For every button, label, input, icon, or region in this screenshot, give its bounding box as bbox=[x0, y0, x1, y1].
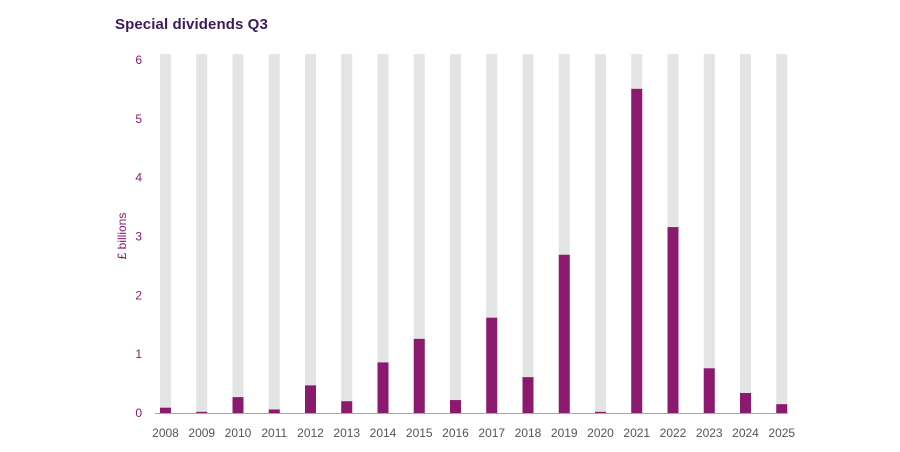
background-bar bbox=[740, 54, 751, 413]
x-tick-label: 2015 bbox=[406, 426, 433, 440]
bar-2009 bbox=[196, 411, 208, 413]
background-bar bbox=[595, 54, 606, 413]
chart-title: Special dividends Q3 bbox=[115, 16, 268, 33]
bar-2015 bbox=[413, 338, 425, 413]
bar-2012 bbox=[305, 385, 316, 413]
bar-2017 bbox=[486, 317, 498, 413]
x-tick-label: 2025 bbox=[768, 426, 795, 440]
bar-2021 bbox=[631, 88, 643, 413]
x-tick-label: 2018 bbox=[515, 426, 542, 440]
background-bar bbox=[450, 54, 461, 413]
bar-2018 bbox=[522, 377, 534, 413]
bar-2014 bbox=[377, 362, 389, 413]
background-bar bbox=[776, 54, 788, 413]
background-bar bbox=[703, 54, 715, 413]
y-tick-label: 3 bbox=[135, 230, 142, 244]
x-tick-label: 2022 bbox=[660, 426, 687, 440]
background-bar bbox=[232, 54, 244, 413]
bar-2022 bbox=[667, 227, 679, 413]
data-bars bbox=[160, 88, 788, 413]
background-bars bbox=[160, 54, 788, 413]
y-tick-label: 2 bbox=[135, 288, 142, 302]
x-axis-ticks: 2008 2009 2010 2011 2012 2013 2014 2015 2016 2017… bbox=[152, 426, 795, 440]
y-axis-label: £ billions bbox=[115, 213, 129, 260]
background-bar bbox=[160, 54, 171, 413]
background-bar bbox=[486, 54, 498, 413]
x-tick-label: 2014 bbox=[370, 426, 397, 440]
bar-2025 bbox=[776, 404, 788, 413]
y-tick-label: 4 bbox=[135, 171, 142, 185]
background-bar bbox=[377, 54, 389, 413]
x-tick-label: 2023 bbox=[696, 426, 723, 440]
bar-2011 bbox=[268, 409, 280, 413]
bar-2023 bbox=[703, 368, 715, 413]
x-tick-label: 2013 bbox=[333, 426, 360, 440]
y-tick-label: 1 bbox=[135, 347, 142, 361]
y-axis-ticks: 0 1 2 3 4 5 6 bbox=[135, 53, 142, 420]
x-tick-label: 2020 bbox=[587, 426, 614, 440]
x-tick-label: 2021 bbox=[623, 426, 650, 440]
y-tick-label: 6 bbox=[135, 53, 142, 67]
y-tick-label: 0 bbox=[135, 406, 142, 420]
bar-2024 bbox=[740, 392, 751, 413]
background-bar bbox=[268, 54, 280, 413]
x-tick-label: 2016 bbox=[442, 426, 469, 440]
x-tick-label: 2011 bbox=[261, 426, 287, 440]
background-bar bbox=[305, 54, 316, 413]
x-tick-label: 2019 bbox=[551, 426, 578, 440]
bar-2019 bbox=[558, 254, 570, 413]
background-bar bbox=[413, 54, 425, 413]
background-bar bbox=[558, 54, 570, 413]
bar-2013 bbox=[341, 401, 353, 413]
background-bar bbox=[341, 54, 353, 413]
x-tick-label: 2010 bbox=[225, 426, 252, 440]
x-tick-label: 2017 bbox=[478, 426, 505, 440]
x-tick-label: 2009 bbox=[188, 426, 215, 440]
background-bar bbox=[522, 54, 534, 413]
x-tick-label: 2012 bbox=[297, 426, 324, 440]
bar-2010 bbox=[232, 397, 244, 413]
x-tick-label: 2008 bbox=[152, 426, 179, 440]
bar-2020 bbox=[595, 411, 606, 413]
bar-2016 bbox=[450, 400, 461, 413]
y-tick-label: 5 bbox=[135, 112, 142, 126]
bar-2008 bbox=[160, 407, 171, 413]
background-bar bbox=[196, 54, 208, 413]
x-tick-label: 2024 bbox=[732, 426, 759, 440]
